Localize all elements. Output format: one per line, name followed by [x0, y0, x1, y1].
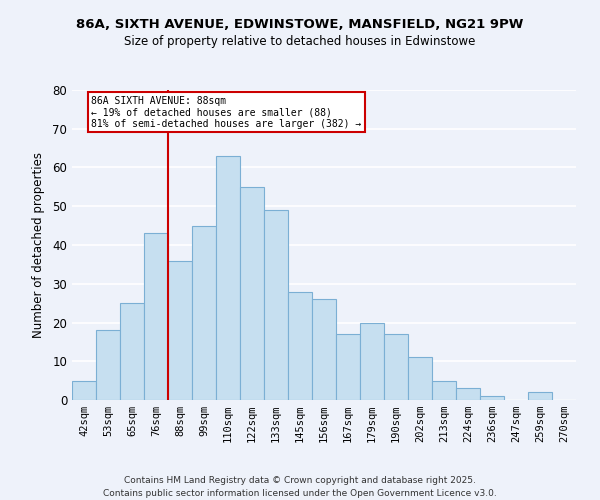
Bar	[336, 334, 360, 400]
Bar	[192, 226, 216, 400]
Text: Contains HM Land Registry data © Crown copyright and database right 2025.: Contains HM Land Registry data © Crown c…	[124, 476, 476, 485]
Bar	[72, 380, 96, 400]
Bar	[528, 392, 552, 400]
Text: 86A, SIXTH AVENUE, EDWINSTOWE, MANSFIELD, NG21 9PW: 86A, SIXTH AVENUE, EDWINSTOWE, MANSFIELD…	[76, 18, 524, 30]
Bar	[408, 358, 432, 400]
Text: Contains public sector information licensed under the Open Government Licence v3: Contains public sector information licen…	[103, 489, 497, 498]
Bar	[240, 187, 264, 400]
Bar	[432, 380, 456, 400]
Bar	[96, 330, 120, 400]
Bar	[288, 292, 312, 400]
Bar	[120, 303, 144, 400]
Bar	[384, 334, 408, 400]
Bar	[456, 388, 480, 400]
Bar	[144, 234, 168, 400]
Bar	[312, 299, 336, 400]
Bar	[216, 156, 240, 400]
Text: 86A SIXTH AVENUE: 88sqm
← 19% of detached houses are smaller (88)
81% of semi-de: 86A SIXTH AVENUE: 88sqm ← 19% of detache…	[91, 96, 361, 129]
Y-axis label: Number of detached properties: Number of detached properties	[32, 152, 46, 338]
Bar	[264, 210, 288, 400]
Bar	[360, 322, 384, 400]
Bar	[168, 260, 192, 400]
Text: Size of property relative to detached houses in Edwinstowe: Size of property relative to detached ho…	[124, 35, 476, 48]
Bar	[480, 396, 504, 400]
